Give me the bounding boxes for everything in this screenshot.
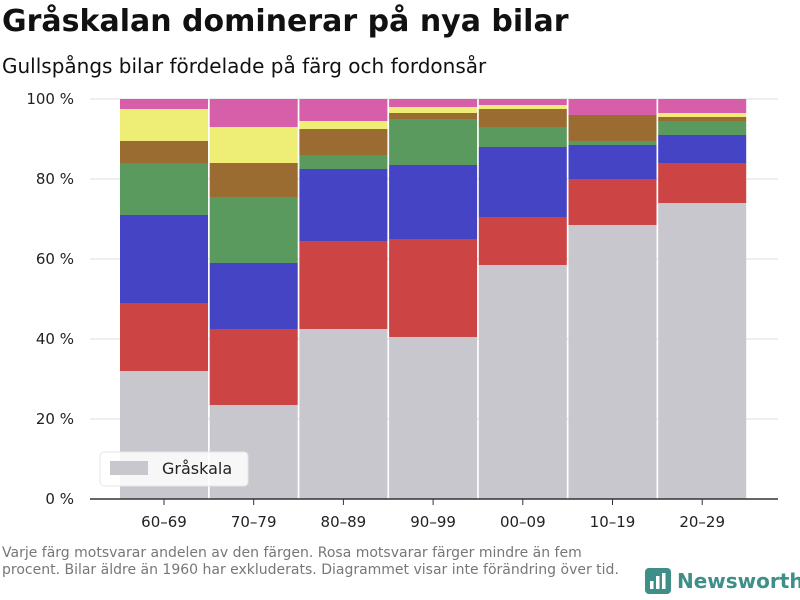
- bar-segment: [389, 113, 478, 119]
- bar-segment: [389, 107, 478, 113]
- bar-segment: [209, 329, 298, 405]
- bar-segment: [478, 105, 567, 109]
- x-tick-label: 60–69: [141, 513, 187, 531]
- bar-segment: [299, 241, 388, 329]
- brand-name: Newsworthy: [677, 569, 800, 593]
- bar-segment: [299, 129, 388, 155]
- x-tick-label: 20–29: [679, 513, 725, 531]
- y-tick-label: 80 %: [36, 170, 74, 188]
- bar-segment: [209, 197, 298, 263]
- bar-segment: [389, 165, 478, 239]
- bar-segment: [568, 145, 657, 179]
- bar-segment: [299, 155, 388, 169]
- bar-segment: [120, 303, 208, 371]
- y-tick-label: 0 %: [45, 490, 74, 508]
- bar-segment: [478, 99, 567, 105]
- bar-segment: [299, 329, 388, 499]
- y-tick-label: 40 %: [36, 330, 74, 348]
- x-tick-label: 10–19: [590, 513, 636, 531]
- bar-segment: [658, 99, 747, 113]
- y-tick-label: 100 %: [26, 90, 74, 108]
- bar-segment: [299, 121, 388, 129]
- stacked-bar-chart: 0 % 20 % 40 % 60 % 80 % 100 % 60–69 70–79 80–89 9…: [26, 90, 778, 531]
- bar-segment: [568, 225, 657, 499]
- bar-segment: [568, 115, 657, 141]
- bar-segment: [120, 109, 208, 141]
- bar-segment: [658, 203, 747, 499]
- y-tick-label: 20 %: [36, 410, 74, 428]
- legend-label: Gråskala: [162, 459, 232, 478]
- bar-segment: [478, 217, 567, 265]
- x-tick-label: 80–89: [321, 513, 367, 531]
- bar-segment: [120, 141, 208, 163]
- footnote: Varje färg motsvarar andelen av den färg…: [2, 545, 619, 578]
- x-tick-label: 90–99: [410, 513, 456, 531]
- chart-title: Gråskalan dominerar på nya bilar: [2, 4, 569, 39]
- bar-segment: [658, 163, 747, 203]
- bar-segment: [120, 163, 208, 215]
- bar-segment: [478, 147, 567, 217]
- x-tick-label: 00–09: [500, 513, 546, 531]
- bar-segment: [478, 109, 567, 127]
- bar-segment: [120, 215, 208, 303]
- bar-segment: [120, 99, 208, 109]
- bar-segment: [209, 99, 298, 127]
- bar-segment: [658, 121, 747, 135]
- bar-segment: [299, 169, 388, 241]
- bar-segment: [658, 113, 747, 117]
- bar-segment: [389, 239, 478, 337]
- bar-segment: [389, 337, 478, 499]
- bar-segment: [568, 141, 657, 145]
- brand-logo: Newsworthy: [645, 568, 800, 594]
- bar-segment: [568, 179, 657, 225]
- x-tick-label: 70–79: [231, 513, 277, 531]
- legend-swatch: [110, 461, 148, 475]
- bar-segment: [209, 263, 298, 329]
- bar-segment: [568, 99, 657, 115]
- bar-segment: [209, 163, 298, 197]
- bar-segment: [389, 99, 478, 107]
- chart-subtitle: Gullspångs bilar fördelade på färg och f…: [2, 54, 487, 78]
- bar-segment: [478, 127, 567, 147]
- bar-chart-logo-icon: [645, 568, 671, 594]
- y-tick-label: 60 %: [36, 250, 74, 268]
- bar-segment: [299, 99, 388, 121]
- bar-segment: [658, 117, 747, 121]
- bar-segment: [658, 135, 747, 163]
- bar-segment: [389, 119, 478, 165]
- legend-box: [99, 451, 249, 487]
- bar-segment: [209, 127, 298, 163]
- bar-segment: [478, 265, 567, 499]
